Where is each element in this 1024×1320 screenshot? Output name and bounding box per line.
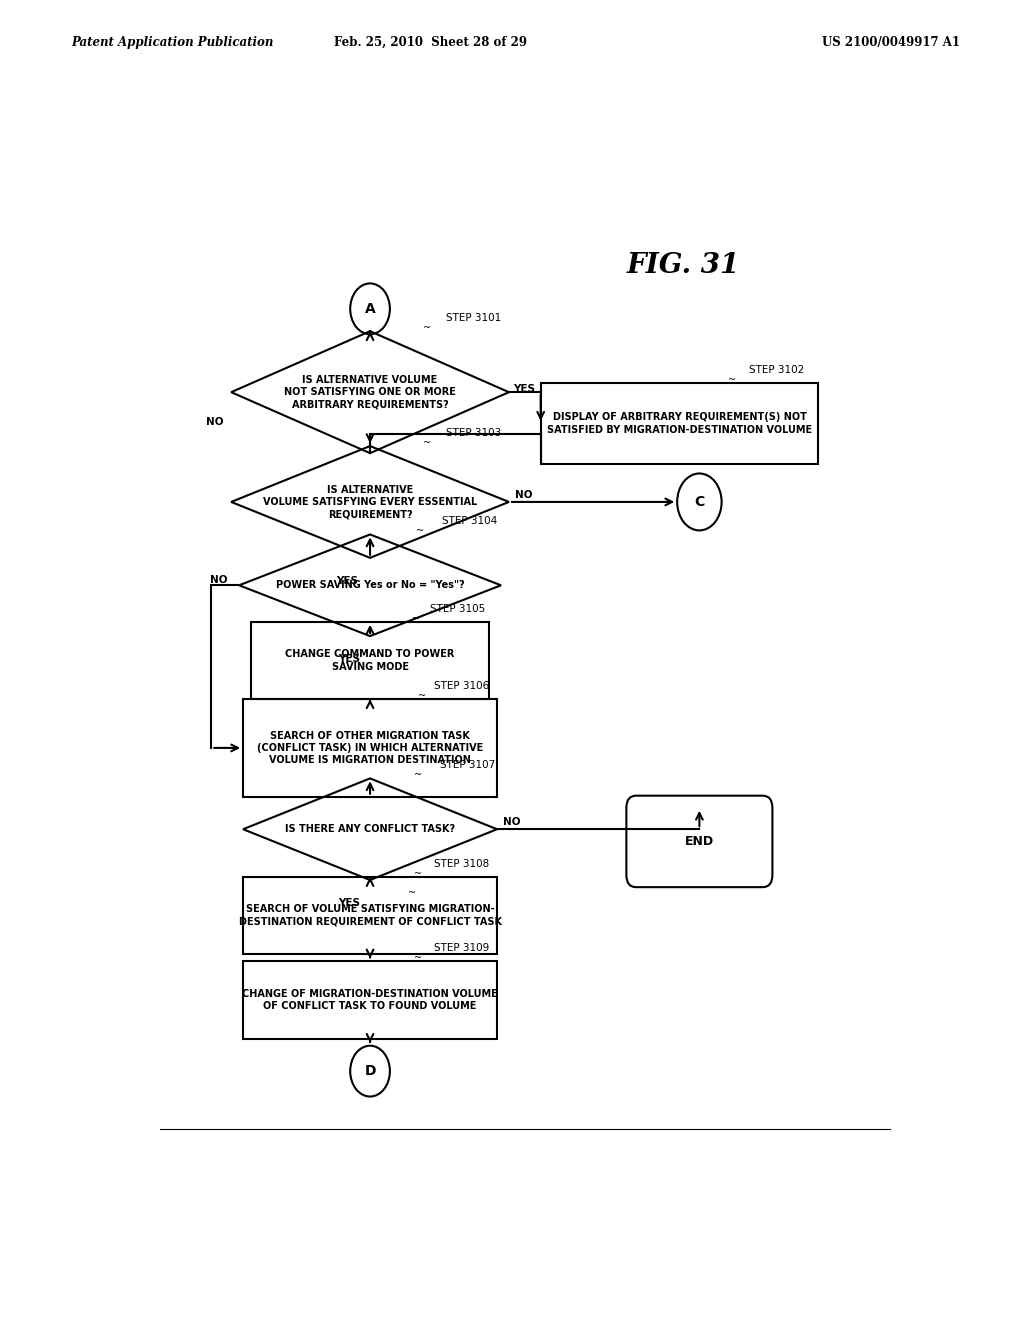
Bar: [243, 876, 497, 954]
Text: NO: NO: [210, 576, 227, 585]
Text: ~: ~: [415, 771, 423, 780]
Text: ~: ~: [409, 888, 417, 898]
Text: ~: ~: [415, 869, 423, 879]
Text: ~: ~: [415, 953, 423, 964]
Text: FIG. 31: FIG. 31: [627, 252, 740, 279]
Bar: [541, 383, 818, 465]
Text: ~: ~: [412, 614, 420, 624]
Text: STEP 3102: STEP 3102: [749, 364, 804, 375]
Text: IS ALTERNATIVE VOLUME
NOT SATISFYING ONE OR MORE
ARBITRARY REQUIREMENTS?: IS ALTERNATIVE VOLUME NOT SATISFYING ONE…: [284, 375, 456, 409]
Text: ~: ~: [418, 690, 426, 701]
Text: YES: YES: [339, 899, 360, 908]
Text: CHANGE OF MIGRATION-DESTINATION VOLUME
OF CONFLICT TASK TO FOUND VOLUME: CHANGE OF MIGRATION-DESTINATION VOLUME O…: [242, 989, 498, 1011]
Text: STEP 3109: STEP 3109: [433, 944, 488, 953]
Text: YES: YES: [336, 576, 358, 586]
Text: Patent Application Publication: Patent Application Publication: [72, 36, 274, 49]
Text: STEP 3107: STEP 3107: [440, 760, 496, 771]
Text: A: A: [365, 302, 376, 315]
Text: STEP 3101: STEP 3101: [446, 313, 502, 323]
Text: STEP 3103: STEP 3103: [446, 428, 502, 438]
Text: STEP 3105: STEP 3105: [430, 603, 484, 614]
Text: STEP 3108: STEP 3108: [433, 859, 488, 869]
Text: END: END: [685, 836, 714, 847]
Text: DISPLAY OF ARBITRARY REQUIREMENT(S) NOT
SATISFIED BY MIGRATION-DESTINATION VOLUM: DISPLAY OF ARBITRARY REQUIREMENT(S) NOT …: [547, 412, 812, 434]
Text: ~: ~: [728, 375, 736, 385]
Text: NO: NO: [515, 490, 532, 500]
Bar: [243, 700, 497, 797]
Text: STEP 3106: STEP 3106: [433, 681, 488, 690]
Text: NO: NO: [206, 417, 223, 426]
Text: CHANGE COMMAND TO POWER
SAVING MODE: CHANGE COMMAND TO POWER SAVING MODE: [286, 649, 455, 672]
Text: SEARCH OF OTHER MIGRATION TASK
(CONFLICT TASK) IN WHICH ALTERNATIVE
VOLUME IS MI: SEARCH OF OTHER MIGRATION TASK (CONFLICT…: [257, 730, 483, 766]
Text: SEARCH OF VOLUME SATISFYING MIGRATION-
DESTINATION REQUIREMENT OF CONFLICT TASK: SEARCH OF VOLUME SATISFYING MIGRATION- D…: [239, 904, 502, 927]
Text: YES: YES: [339, 655, 360, 664]
Text: Feb. 25, 2010  Sheet 28 of 29: Feb. 25, 2010 Sheet 28 of 29: [334, 36, 526, 49]
Text: ~: ~: [416, 527, 424, 536]
Text: ~: ~: [412, 614, 420, 624]
Text: YES: YES: [513, 384, 535, 395]
Text: IS ALTERNATIVE
VOLUME SATISFYING EVERY ESSENTIAL
REQUIREMENT?: IS ALTERNATIVE VOLUME SATISFYING EVERY E…: [263, 484, 477, 519]
Text: US 2100/0049917 A1: US 2100/0049917 A1: [822, 36, 959, 49]
Text: ~: ~: [423, 438, 431, 447]
Text: IS THERE ANY CONFLICT TASK?: IS THERE ANY CONFLICT TASK?: [285, 824, 455, 834]
Text: C: C: [694, 495, 705, 510]
Text: POWER SAVING Yes or No = "Yes"?: POWER SAVING Yes or No = "Yes"?: [275, 581, 464, 590]
Text: STEP 3104: STEP 3104: [442, 516, 498, 527]
Bar: [243, 961, 497, 1039]
Text: NO: NO: [504, 817, 521, 828]
Bar: [251, 622, 489, 700]
Text: D: D: [365, 1064, 376, 1078]
Text: ~: ~: [423, 323, 431, 333]
